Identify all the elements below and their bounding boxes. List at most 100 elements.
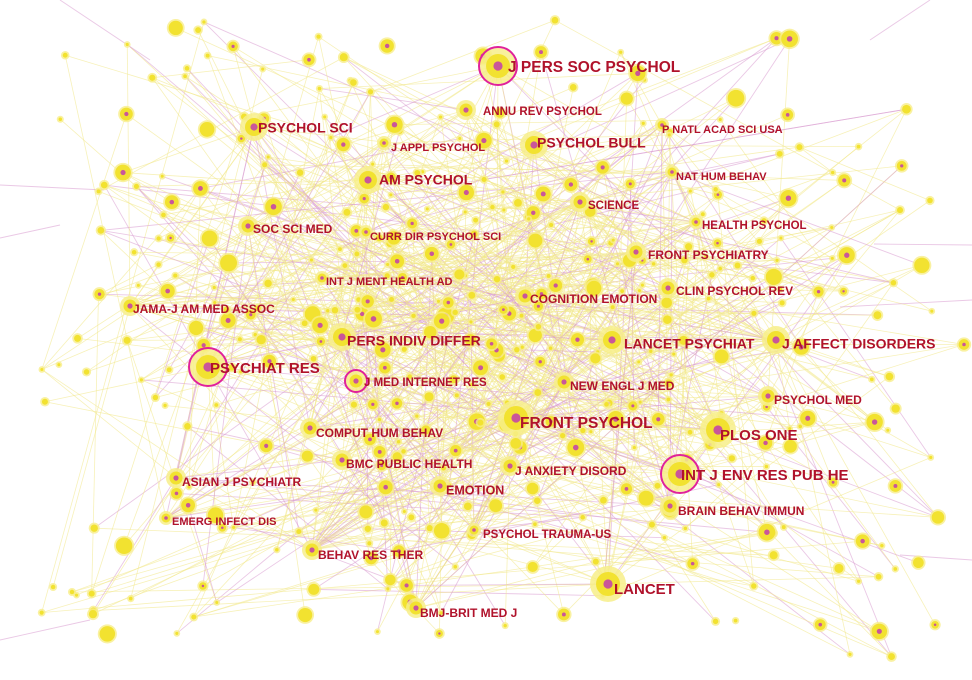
network-edge: [646, 497, 938, 518]
network-node: [796, 144, 803, 151]
network-edge: [415, 165, 903, 609]
network-edge: [484, 108, 907, 180]
network-node: [401, 346, 407, 352]
network-edge: [695, 172, 833, 223]
network-edge: [200, 188, 719, 486]
network-node: [632, 445, 636, 450]
network-node: [549, 222, 554, 227]
node-core: [391, 121, 398, 128]
node-pers-indiv-differ: [328, 323, 356, 351]
node-core: [368, 437, 372, 442]
network-node: [486, 401, 491, 406]
network-edge: [341, 79, 645, 461]
network-node: [891, 404, 900, 413]
network-node: [890, 280, 897, 286]
network-edge: [214, 251, 637, 303]
network-edge: [60, 118, 357, 382]
network-node: [266, 155, 270, 159]
network-node: [367, 541, 372, 546]
network-node: [546, 274, 551, 278]
network-edge: [214, 302, 754, 314]
node-core: [772, 336, 780, 344]
node-core: [502, 308, 505, 312]
node-core: [354, 228, 359, 233]
network-edge: [184, 75, 716, 622]
node-core: [120, 169, 126, 176]
network-edge: [473, 529, 609, 585]
network-edge: [690, 190, 765, 222]
node-bmc-public-health: [332, 450, 352, 470]
network-edge: [165, 248, 341, 519]
network-node: [481, 176, 487, 183]
network-node: [528, 328, 542, 343]
network-edge: [666, 302, 719, 431]
network-edge: [136, 171, 673, 187]
network-node: [580, 427, 586, 434]
network-edge: [313, 588, 603, 597]
network-node: [375, 630, 379, 634]
network-edge: [358, 124, 663, 300]
node-core: [437, 483, 443, 489]
network-edge: [415, 465, 511, 609]
node-label: SCIENCE: [588, 200, 639, 212]
network-node: [392, 452, 402, 462]
network-edge: [309, 179, 369, 429]
network-edge: [122, 172, 472, 385]
network-edge: [361, 201, 581, 315]
network-edge: [330, 65, 499, 138]
network-node: [534, 389, 542, 396]
node-new-engl-j-med: [554, 372, 574, 392]
network-node: [834, 563, 844, 573]
network-node: [220, 254, 238, 272]
node-psychol-med: [758, 386, 778, 406]
network-edge: [175, 459, 343, 479]
network-node: [902, 104, 911, 114]
network-edge: [187, 221, 697, 506]
network-node: [551, 16, 559, 24]
node-core: [844, 252, 850, 258]
node-core: [716, 241, 719, 245]
network-node: [830, 256, 834, 260]
network-edge: [44, 366, 209, 403]
network-edge: [453, 378, 769, 397]
network-node: [493, 275, 501, 283]
network-node: [713, 187, 718, 192]
network-node: [778, 287, 783, 292]
network-node: [160, 174, 164, 178]
network-node: [875, 573, 882, 580]
network-edge: [41, 540, 863, 614]
network-edge: [203, 374, 343, 461]
network-node: [385, 574, 396, 586]
network-node: [499, 374, 506, 380]
network-node: [503, 623, 507, 628]
network-node: [408, 514, 415, 521]
node-core: [453, 448, 458, 453]
network-edge: [311, 382, 669, 551]
network-node: [57, 363, 61, 367]
node-core: [530, 141, 538, 149]
node-core: [831, 480, 835, 484]
network-edge: [612, 306, 769, 397]
node-label: INT J ENV RES PUB HE: [681, 467, 849, 484]
network-node: [869, 377, 874, 382]
node-label: LANCET PSYCHIAT: [624, 336, 755, 352]
network-node: [610, 305, 615, 310]
node-label: SOC SCI MED: [253, 222, 333, 236]
node-core: [429, 251, 435, 257]
network-node: [685, 243, 693, 251]
node-core: [270, 203, 277, 210]
network-edge: [671, 171, 789, 199]
network-node: [714, 349, 729, 364]
network-node: [559, 432, 566, 439]
network-node: [386, 587, 390, 591]
node-core: [785, 195, 792, 201]
network-node: [776, 150, 783, 157]
node-core: [169, 199, 175, 205]
node-clin-psychol-rev: [658, 278, 678, 298]
network-edge: [626, 251, 637, 489]
network-node: [893, 567, 898, 571]
network-node: [477, 419, 484, 426]
network-node: [275, 547, 279, 552]
network-edge: [250, 314, 313, 551]
network-edge: [311, 320, 443, 551]
